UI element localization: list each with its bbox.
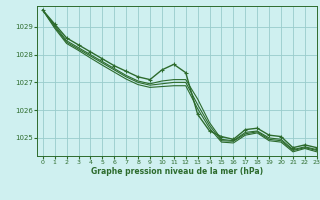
X-axis label: Graphe pression niveau de la mer (hPa): Graphe pression niveau de la mer (hPa) — [91, 167, 263, 176]
